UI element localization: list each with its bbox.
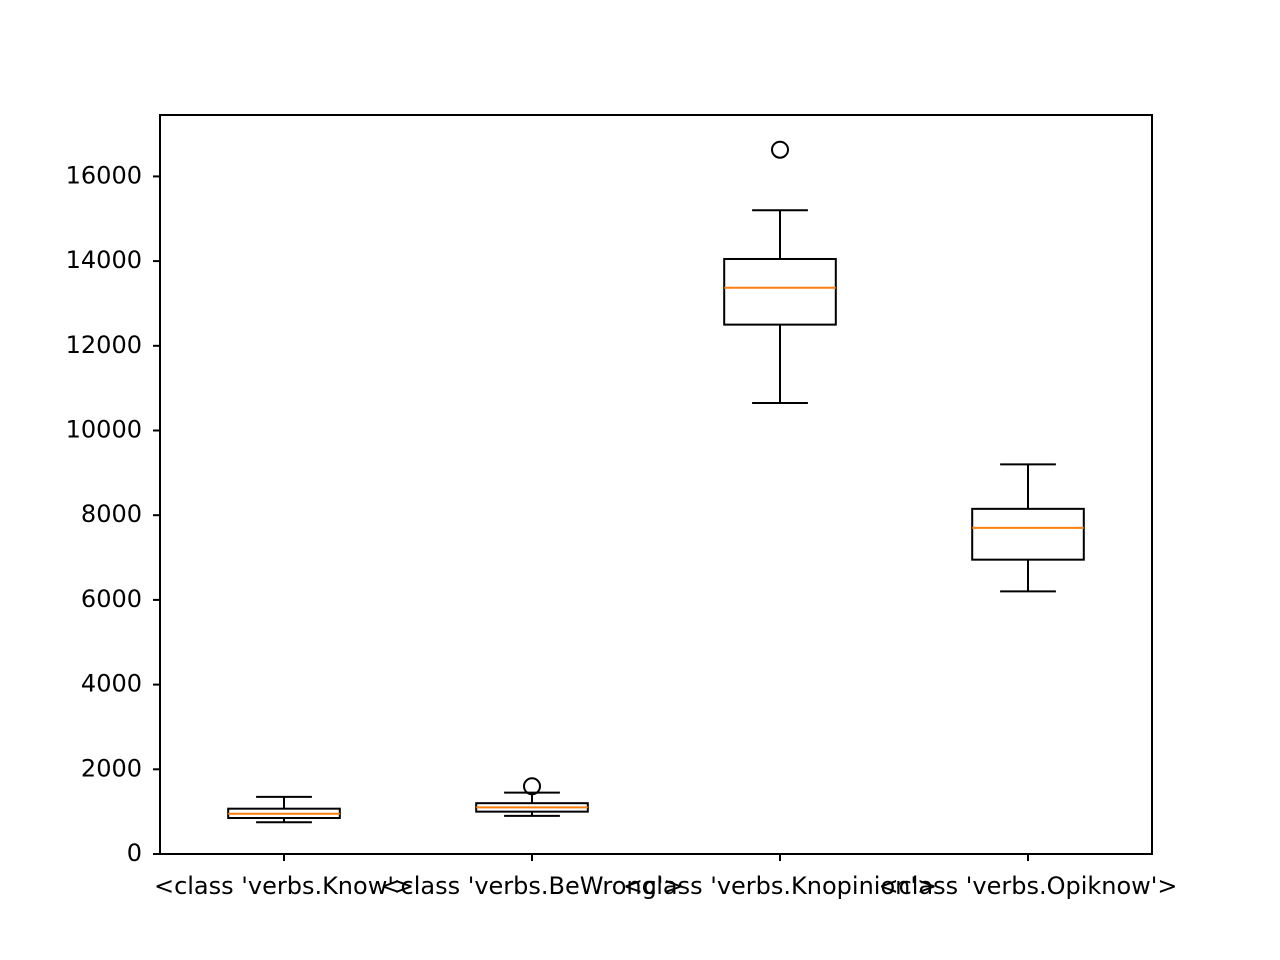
x-tick-label: <class 'verbs.Know'> bbox=[154, 872, 414, 900]
y-tick-label: 2000 bbox=[81, 754, 142, 782]
box-4 bbox=[971, 463, 1085, 593]
y-tick-label: 14000 bbox=[66, 246, 142, 274]
x-tick-label: <class 'verbs.BeWrong'> bbox=[380, 872, 683, 900]
box-2 bbox=[475, 777, 589, 817]
box-1 bbox=[227, 795, 341, 824]
x-tick-label: <class 'verbs.Opiknow'> bbox=[878, 872, 1177, 900]
x-tick-label: <class 'verbs.Knopinion'> bbox=[623, 872, 937, 900]
axes-frame bbox=[159, 114, 1153, 855]
outlier-point bbox=[771, 140, 789, 159]
plot-area bbox=[227, 140, 1085, 824]
y-tick-label: 6000 bbox=[81, 585, 142, 613]
y-axis: 0 2000 4000 6000 8000 10000 12000 14000 16000 bbox=[66, 161, 160, 867]
iqr-box bbox=[723, 257, 837, 326]
iqr-box bbox=[971, 507, 1085, 561]
y-tick-label: 10000 bbox=[66, 416, 142, 444]
y-tick-label: 4000 bbox=[81, 670, 142, 698]
y-tick-label: 0 bbox=[127, 839, 142, 867]
outlier-point bbox=[523, 777, 541, 796]
y-tick-label: 12000 bbox=[66, 331, 142, 359]
y-tick-label: 16000 bbox=[66, 161, 142, 189]
x-axis: <class 'verbs.Know'><class 'verbs.BeWron… bbox=[154, 854, 1178, 900]
box-3 bbox=[723, 140, 837, 404]
y-tick-label: 8000 bbox=[81, 500, 142, 528]
